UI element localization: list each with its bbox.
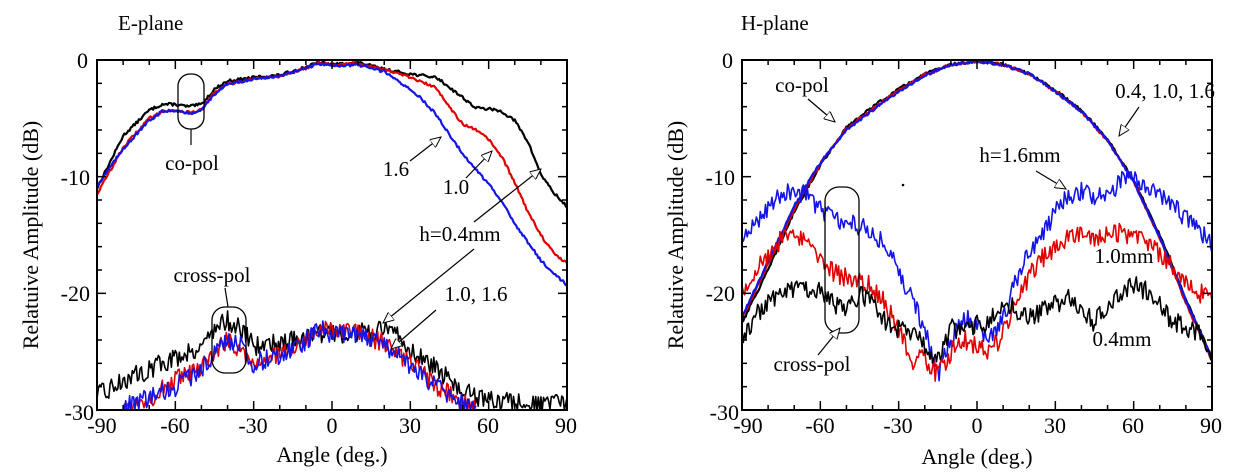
h-plane-label-h04: 0.4mm	[1093, 327, 1152, 351]
e-plane-xtick-0: -90	[87, 413, 116, 438]
h-plane-chart: H-plane 0 -10 -20 -30 -90 -60 -30 0 30 6…	[663, 11, 1222, 469]
h-plane-label-all: 0.4, 1.0, 1.6	[1115, 79, 1215, 103]
h-plane-ytick-2: -20	[706, 281, 735, 306]
e-plane-ticks	[96, 59, 568, 411]
h-plane-xtick-5: 60	[1122, 413, 1144, 438]
e-plane-xtick-5: 60	[477, 413, 499, 438]
h-plane-arrow-all	[1119, 106, 1140, 136]
h-plane-xtick-6: 90	[1200, 413, 1222, 438]
h-plane-label-h10: 1.0mm	[1095, 244, 1154, 268]
h-plane-ylabel: Relatuive Amplitude (dB)	[663, 121, 688, 350]
h-plane-xtick-0: -90	[733, 413, 762, 438]
h-plane-arrow-h16	[1035, 170, 1066, 189]
e-plane-crosspol-label: cross-pol	[174, 263, 251, 287]
h-plane-stray-dot	[901, 183, 905, 187]
e-plane-arrow-1-6	[409, 137, 441, 162]
e-plane-ytick-3: -30	[65, 400, 94, 425]
series-line-1-6-cross-pol	[122, 320, 477, 411]
h-plane-ytick-3: -30	[710, 400, 739, 425]
h-plane-ticks	[741, 59, 1213, 411]
e-plane-xlabel: Angle (deg.)	[276, 442, 387, 467]
e-plane-ylabel: Relatuive Amplitude (dB)	[18, 121, 43, 350]
h-plane-xtick-4: 30	[1044, 413, 1066, 438]
series-line-h-1-6mm-cross-pol	[741, 170, 1213, 382]
h-plane-crosspol-label: cross-pol	[774, 352, 851, 376]
e-plane-arrow-h04-copol	[473, 169, 541, 223]
h-plane-crosspol-marker	[824, 186, 860, 334]
e-plane-label-1-0-1-6: 1.0, 1.6	[445, 282, 508, 306]
series-line-co-pol-1-6	[740, 59, 1214, 359]
e-plane-chart: E-plane 0 -10 -20 -30 -90 -60 -30 0 30 6…	[18, 11, 577, 467]
h-plane-xtick-1: -60	[805, 413, 834, 438]
e-plane-arrow-1-0	[465, 151, 492, 179]
h-plane-ytick-0: 0	[722, 48, 733, 73]
e-plane-label-1-0: 1.0	[443, 175, 469, 199]
e-plane-arrow-1-0-1-6	[391, 309, 437, 349]
e-plane-ytick-1: -10	[61, 165, 90, 190]
e-plane-xtick-1: -60	[160, 413, 189, 438]
h-plane-xlabel: Angle (deg.)	[921, 444, 1032, 469]
series-line-h-0-4mm-co-pol	[95, 60, 568, 209]
h-plane-arrow-crosspol	[817, 328, 840, 356]
h-plane-label-h16: h=1.6mm	[979, 143, 1060, 167]
h-plane-xtick-3: 0	[972, 413, 983, 438]
h-plane-xtick-2: -30	[883, 413, 912, 438]
series-line-0-4mm-cross-pol	[741, 276, 1213, 364]
e-plane-label-1-6: 1.6	[383, 157, 409, 181]
h-plane-ytick-1: -10	[706, 165, 735, 190]
e-plane-xtick-3: 0	[327, 413, 338, 438]
h-plane-copol-label: co-pol	[775, 73, 829, 97]
e-plane-label-h04: h=0.4mm	[419, 222, 500, 246]
h-plane-arrow-copol	[807, 98, 835, 122]
e-plane-xtick-6: 90	[555, 413, 577, 438]
e-plane-arrow-h04-crosspol	[383, 248, 475, 323]
e-plane-title: E-plane	[118, 11, 183, 35]
series-line-1-0mm-cross-pol	[741, 222, 1213, 382]
h-plane-title: H-plane	[741, 11, 809, 35]
e-plane-ytick-0: 0	[77, 48, 88, 73]
e-plane-ytick-2: -20	[61, 281, 90, 306]
e-plane-copol-marker	[177, 73, 205, 130]
e-plane-xtick-4: 30	[399, 413, 421, 438]
e-plane-xtick-2: -30	[238, 413, 267, 438]
e-plane-copol-label: co-pol	[165, 151, 219, 175]
e-plane-crosspol-leader	[224, 287, 229, 308]
series-line-h-0-4mm-cross-pol	[96, 310, 568, 411]
series-line-co-pol-0-4	[741, 59, 1213, 359]
series-line-1-0-cross-pol	[122, 320, 477, 411]
e-plane-crosspol-marker	[211, 306, 247, 374]
